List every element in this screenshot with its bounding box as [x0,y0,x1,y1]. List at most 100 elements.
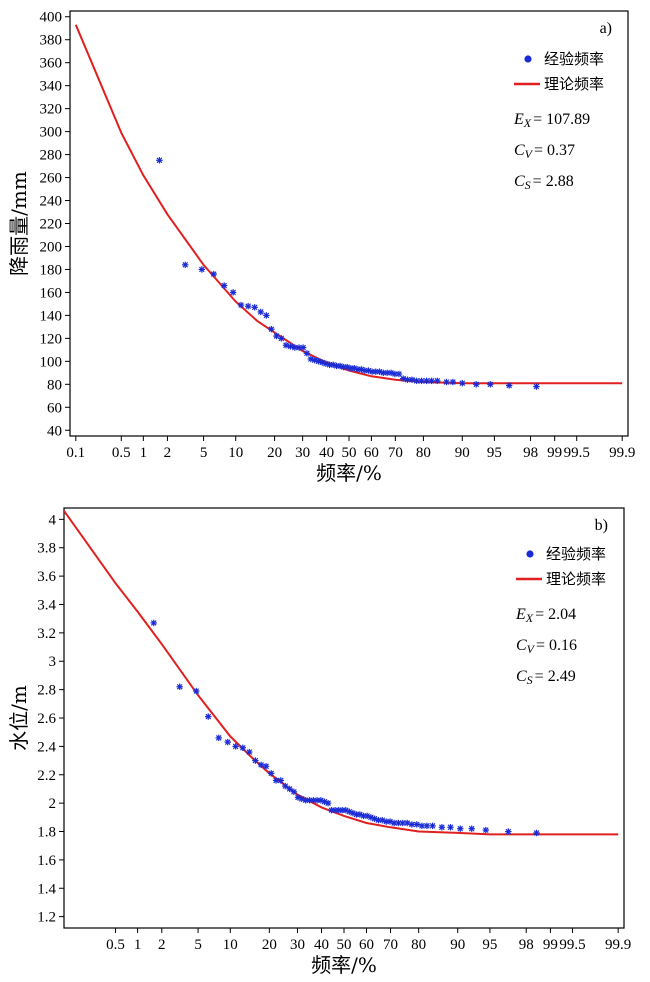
x-tick-label: 50 [342,445,357,461]
data-point [237,301,245,309]
stat-symbol: C [516,637,527,654]
y-tick-label: 140 [40,308,63,324]
legend-label: 经验频率 [544,50,604,68]
data-point [303,350,311,357]
y-axis-title: 降雨量/mm [7,171,31,276]
data-point [459,379,466,387]
y-tick-label: 400 [40,10,63,26]
stat-cs: CS = 2.49 [516,668,576,687]
y-tick-label: 320 [40,102,63,118]
data-point [447,824,454,831]
x-axis-title: 频率/% [311,953,377,977]
chart-a: 4060801001201401601802002202402602803003… [7,10,635,485]
x-tick-label: 99 [543,937,558,953]
data-point [244,303,252,310]
x-tick-label: 0.5 [112,445,131,461]
stat-value: = 2.49 [535,668,576,685]
x-tick-label: 2 [158,937,166,953]
x-tick-label: 1 [140,445,148,461]
data-point [443,378,450,386]
y-tick-label: 260 [40,171,63,187]
x-tick-label: 70 [383,937,398,953]
data-point [205,713,212,720]
legend-item-empirical: 经验频率 [526,545,606,563]
chart-b: 1.21.41.61.822.22.42.62.833.23.43.63.840… [7,507,631,977]
x-tick-label: 99.5 [564,445,590,461]
x-tick-label: 1 [134,937,142,953]
y-tick-label: 3.2 [37,626,56,642]
y-tick-label: 3 [49,654,57,670]
y-tick-label: 360 [40,56,63,72]
data-point [229,289,237,296]
stat-value: = 0.16 [536,637,577,654]
data-point [457,825,464,832]
data-point [252,757,259,764]
legend-label: 理论频率 [544,75,604,93]
data-point [278,335,285,342]
x-tick-label: 60 [364,445,379,461]
data-point [449,378,457,386]
x-tick-label: 20 [267,445,282,461]
y-tick-label: 3.6 [37,569,56,585]
stat-cv: CV = 0.37 [514,142,575,161]
stat-symbol: E [515,606,526,623]
data-point [324,799,332,807]
x-tick-label: 90 [455,445,470,461]
y-tick-label: 2 [49,796,57,812]
x-tick-label: 40 [314,937,329,953]
data-point [408,376,416,383]
stat-symbol: C [514,142,525,159]
data-point [193,687,200,695]
x-tick-label: 30 [295,445,310,461]
stat-value: = 0.37 [534,142,575,159]
data-point [198,266,206,273]
data-point [390,819,398,827]
stat-subscript: V [527,642,536,656]
x-tick-label: 2 [164,445,172,461]
data-point [468,825,475,832]
data-point [487,381,494,388]
legend-label: 经验频率 [546,545,606,563]
stat-subscript: S [527,673,533,687]
data-point [257,308,264,316]
x-tick-label: 20 [262,937,277,953]
data-point [239,744,246,751]
legend-item-theoretical: 理论频率 [516,570,606,588]
x-tick-label: 90 [450,937,465,953]
data-point [408,821,416,828]
data-point [156,157,163,164]
plot-area: 4060801001201401601802002202402602803003… [7,10,635,485]
data-point [150,619,157,627]
data-point [210,270,217,278]
legend-item-theoretical: 理论频率 [514,75,604,93]
y-tick-label: 380 [40,33,63,49]
stat-subscript: S [525,178,531,192]
data-point [533,383,540,390]
y-tick-label: 40 [47,423,62,439]
plot-frame [63,507,625,929]
y-tick-label: 2.4 [37,739,56,755]
y-tick-label: 1.8 [37,825,56,841]
data-point [505,828,512,835]
y-tick-label: 3.8 [37,541,56,557]
x-tick-label: 0.1 [66,445,85,461]
legend-marker-points [526,550,534,558]
x-tick-label: 70 [388,445,403,461]
y-tick-label: 340 [40,79,63,95]
stat-value: = 107.89 [533,111,590,128]
data-point [404,376,411,383]
y-tick-label: 80 [47,377,62,393]
y-tick-label: 2.6 [37,711,56,727]
data-point [220,282,228,289]
x-tick-label: 99.9 [609,445,635,461]
data-point [262,763,270,770]
stat-symbol: E [513,111,524,128]
data-point [482,826,489,834]
data-point [268,325,275,333]
y-tick-label: 60 [47,400,62,416]
data-point [434,377,441,385]
data-point [273,332,280,340]
data-point [413,377,420,385]
